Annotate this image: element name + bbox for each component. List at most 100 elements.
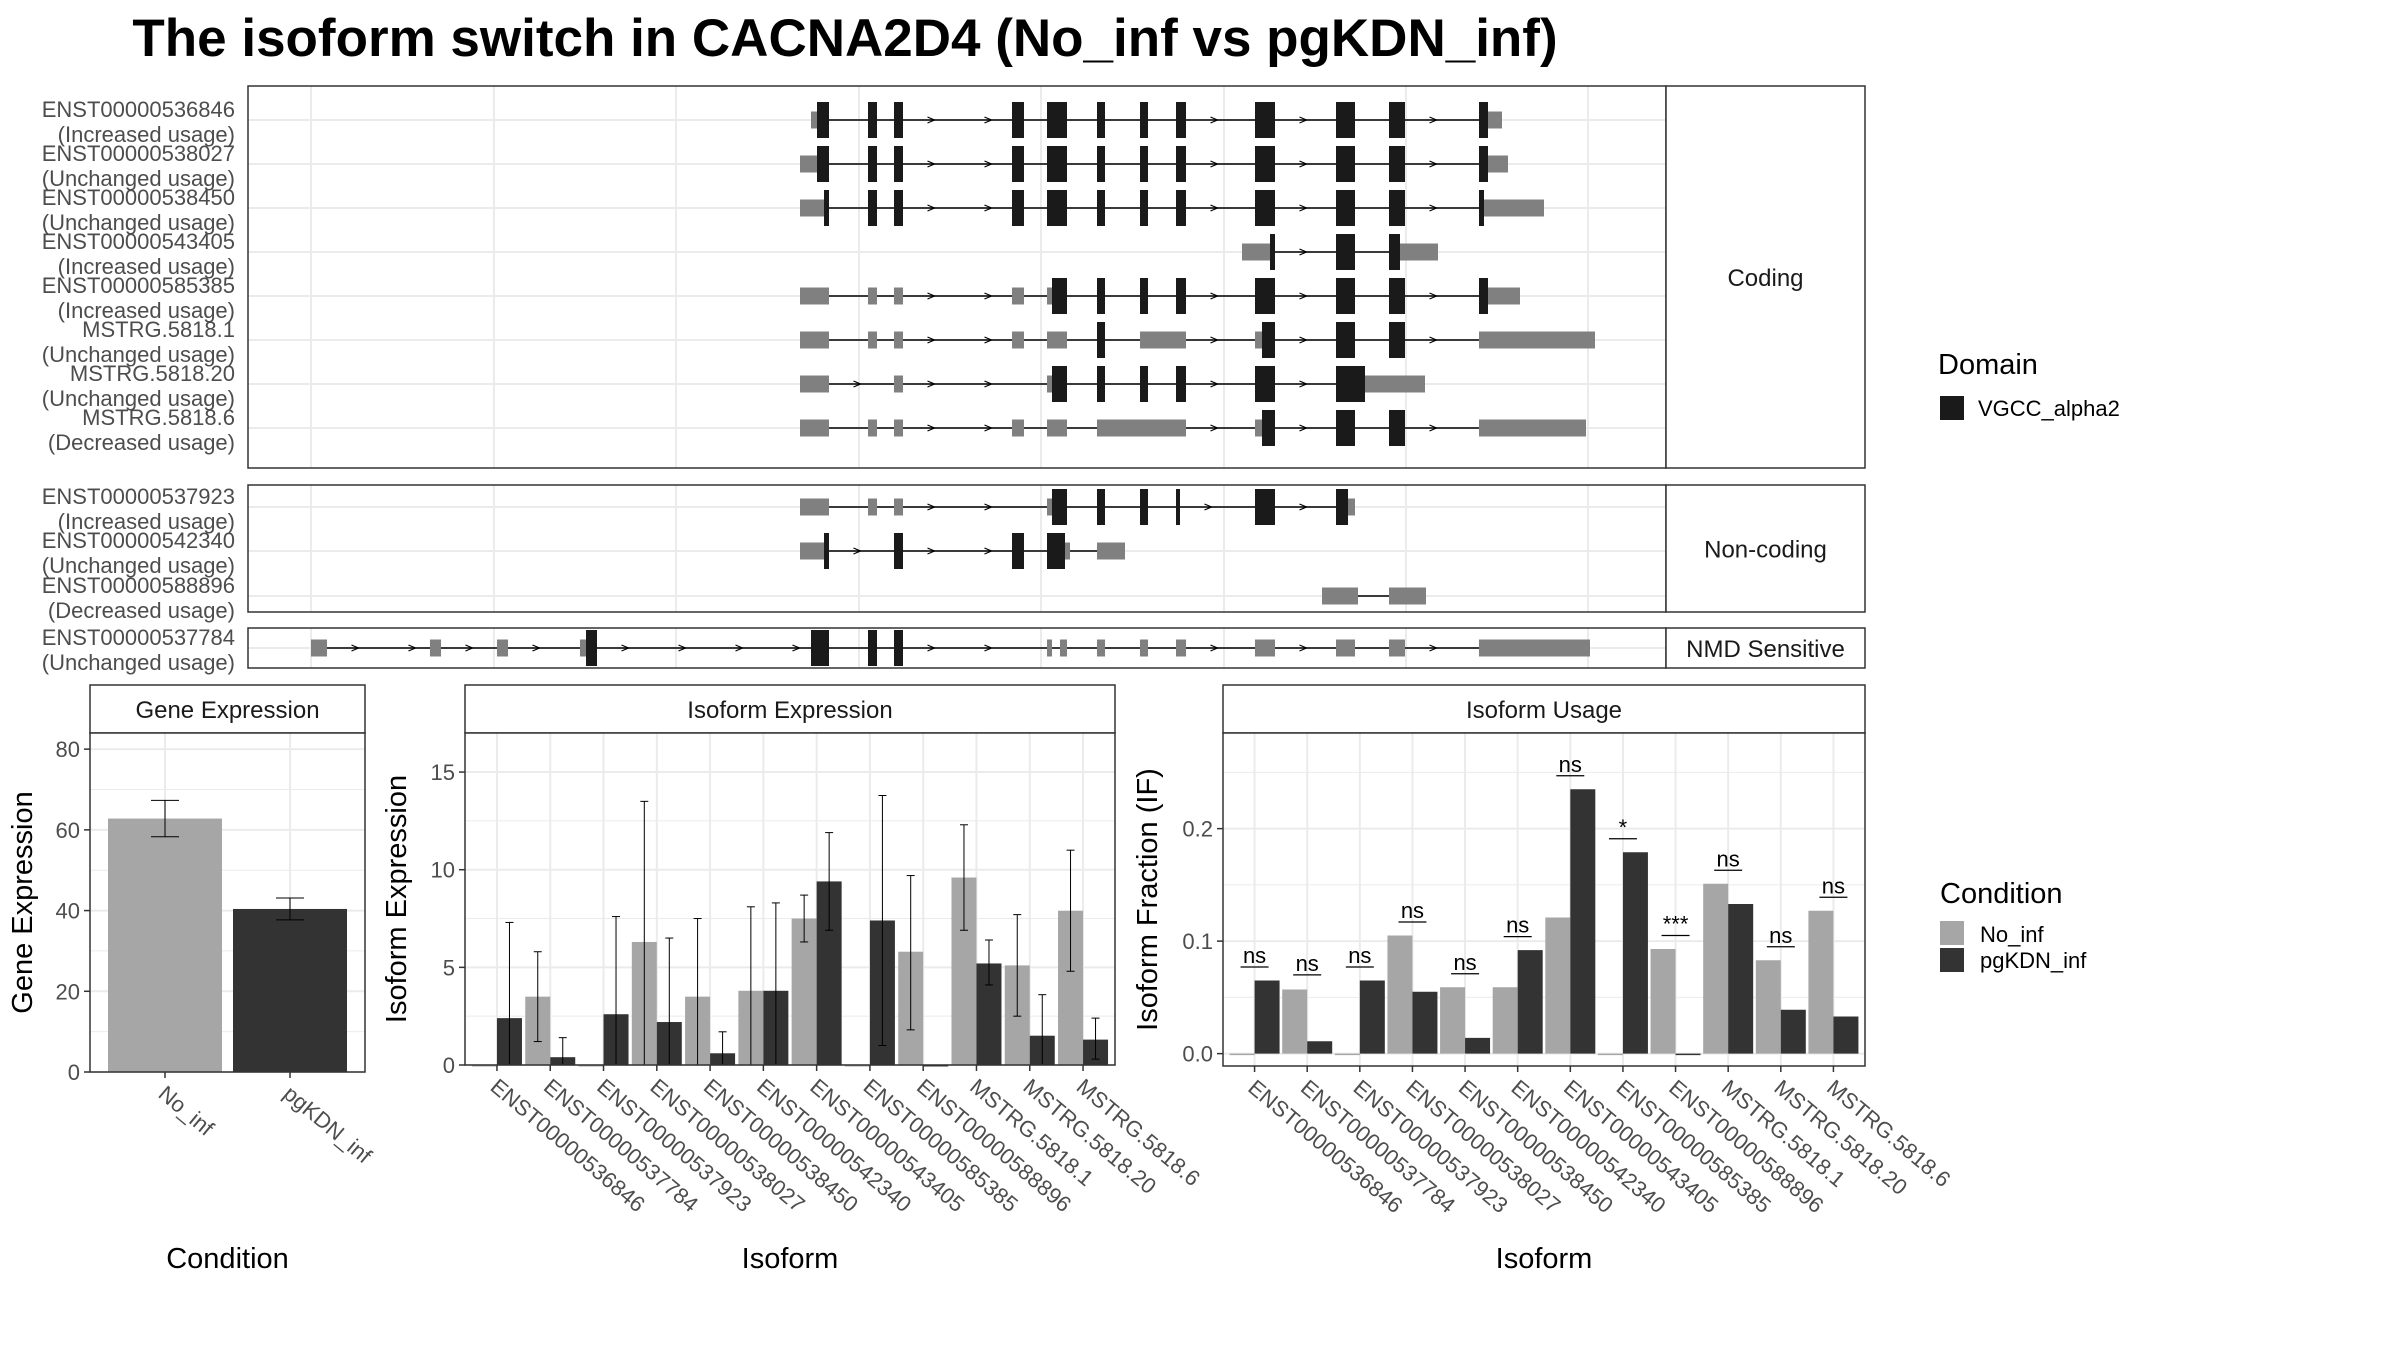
exon-utr — [1242, 243, 1270, 261]
y-tick-label: 15 — [431, 760, 455, 785]
exon-utr — [1047, 331, 1067, 349]
exon-domain — [1140, 146, 1148, 182]
intron-arrow — [984, 503, 994, 511]
exon-domain — [1389, 146, 1405, 182]
exon-domain — [1479, 102, 1488, 138]
significance-label: ns — [1296, 951, 1319, 976]
bar — [1307, 1041, 1333, 1054]
exon-utr — [1488, 155, 1508, 173]
facet-panel-bg — [248, 485, 1666, 612]
bar — [1597, 1053, 1623, 1056]
intron-arrow — [927, 644, 937, 652]
exon-domain — [1012, 190, 1024, 226]
exon-domain — [1479, 146, 1488, 182]
intron-arrow — [1210, 336, 1220, 344]
exon-domain — [868, 102, 877, 138]
exon-domain — [1336, 190, 1355, 226]
intron-arrow — [1204, 503, 1214, 511]
y-tick-label: 0 — [68, 1060, 80, 1085]
exon-utr — [1097, 542, 1105, 560]
intron-arrow — [1299, 424, 1309, 432]
gene-expression-panel: Gene Expression 0 20 40 60 80 No_inf pgKDN_inf C… — [7, 684, 377, 1275]
exon-domain — [868, 146, 877, 182]
exon-utr — [1065, 542, 1070, 560]
transcript-name: MSTRG.5818.6 — [82, 405, 235, 430]
legends: Domain VGCC_alpha2 Condition No_infpgKDN_in… — [1938, 349, 2120, 973]
plot-border — [464, 732, 1116, 1066]
intron-arrow — [927, 424, 937, 432]
exon-domain — [1336, 366, 1365, 402]
transcript-name: ENST00000538450 — [42, 185, 235, 210]
intron-arrow — [408, 644, 418, 652]
condition-legend-swatch-no-inf — [1940, 921, 1964, 945]
facet-strip-label: Non-coding — [1704, 537, 1827, 564]
exon-domain — [1176, 146, 1186, 182]
exon-utr — [311, 639, 327, 657]
significance-label: *** — [1663, 912, 1689, 937]
intron-arrow — [1299, 160, 1309, 168]
intron-arrow — [1429, 424, 1439, 432]
bar — [1492, 987, 1518, 1054]
exon-domain — [1097, 146, 1105, 182]
exon-domain — [1336, 410, 1355, 446]
intron-arrow — [1210, 116, 1220, 124]
exon-domain — [894, 146, 903, 182]
isoform-expression-panel: Isoform Expression051015ENST00000536846E… — [381, 684, 1205, 1275]
exon-utr — [1255, 331, 1262, 349]
exon-domain — [1479, 190, 1484, 226]
bar — [1334, 1053, 1360, 1056]
exon-utr — [1488, 287, 1520, 305]
exon-domain — [1336, 102, 1355, 138]
intron-arrow — [678, 644, 688, 652]
transcript-status: (Unchanged usage) — [42, 650, 235, 675]
exon-domain — [1140, 278, 1148, 314]
exon-utr — [1488, 331, 1595, 349]
exon-domain — [894, 190, 903, 226]
intron-arrow — [984, 160, 994, 168]
exon-utr — [894, 331, 903, 349]
intron-arrow — [927, 204, 937, 212]
exon-utr — [1479, 331, 1488, 349]
y-tick-label: 0.2 — [1182, 817, 1213, 842]
exon-domain — [1097, 278, 1105, 314]
intron-arrow — [1210, 424, 1220, 432]
facet-strip-label: Isoform Expression — [687, 697, 892, 724]
exon-utr — [1097, 419, 1167, 437]
intron-arrow — [984, 644, 994, 652]
bar — [1703, 883, 1729, 1054]
intron-arrow — [532, 644, 542, 652]
exon-domain — [1255, 366, 1275, 402]
y-axis-title: Isoform Fraction (IF) — [1132, 768, 1164, 1031]
exon-domain — [1047, 102, 1067, 138]
intron-arrow — [927, 380, 937, 388]
bar — [1808, 910, 1834, 1054]
plot-border — [1222, 732, 1866, 1067]
intron-arrow — [984, 204, 994, 212]
intron-arrow — [1210, 204, 1220, 212]
bar — [1517, 950, 1543, 1054]
exon-domain — [1389, 322, 1405, 358]
exon-utr — [1167, 419, 1186, 437]
bar — [1675, 1053, 1701, 1056]
exon-utr — [800, 375, 829, 393]
exon-utr — [868, 331, 877, 349]
exon-utr — [1012, 287, 1024, 305]
bar — [108, 818, 222, 1072]
bar — [1650, 949, 1676, 1054]
bar — [1622, 852, 1648, 1054]
bar — [1387, 935, 1413, 1054]
intron-arrow — [1299, 336, 1309, 344]
exon-domain — [1389, 234, 1400, 270]
exon-utr — [1336, 639, 1355, 657]
exon-utr — [800, 498, 829, 516]
exon-domain — [824, 533, 829, 569]
exon-domain — [1262, 322, 1275, 358]
significance-label: ns — [1559, 752, 1582, 777]
exon-domain — [1047, 190, 1067, 226]
significance-label: ns — [1717, 846, 1740, 871]
intron-arrow — [1429, 644, 1439, 652]
transcript-name: ENST00000538027 — [42, 141, 235, 166]
exon-domain — [1097, 489, 1105, 525]
intron-arrow — [984, 424, 994, 432]
